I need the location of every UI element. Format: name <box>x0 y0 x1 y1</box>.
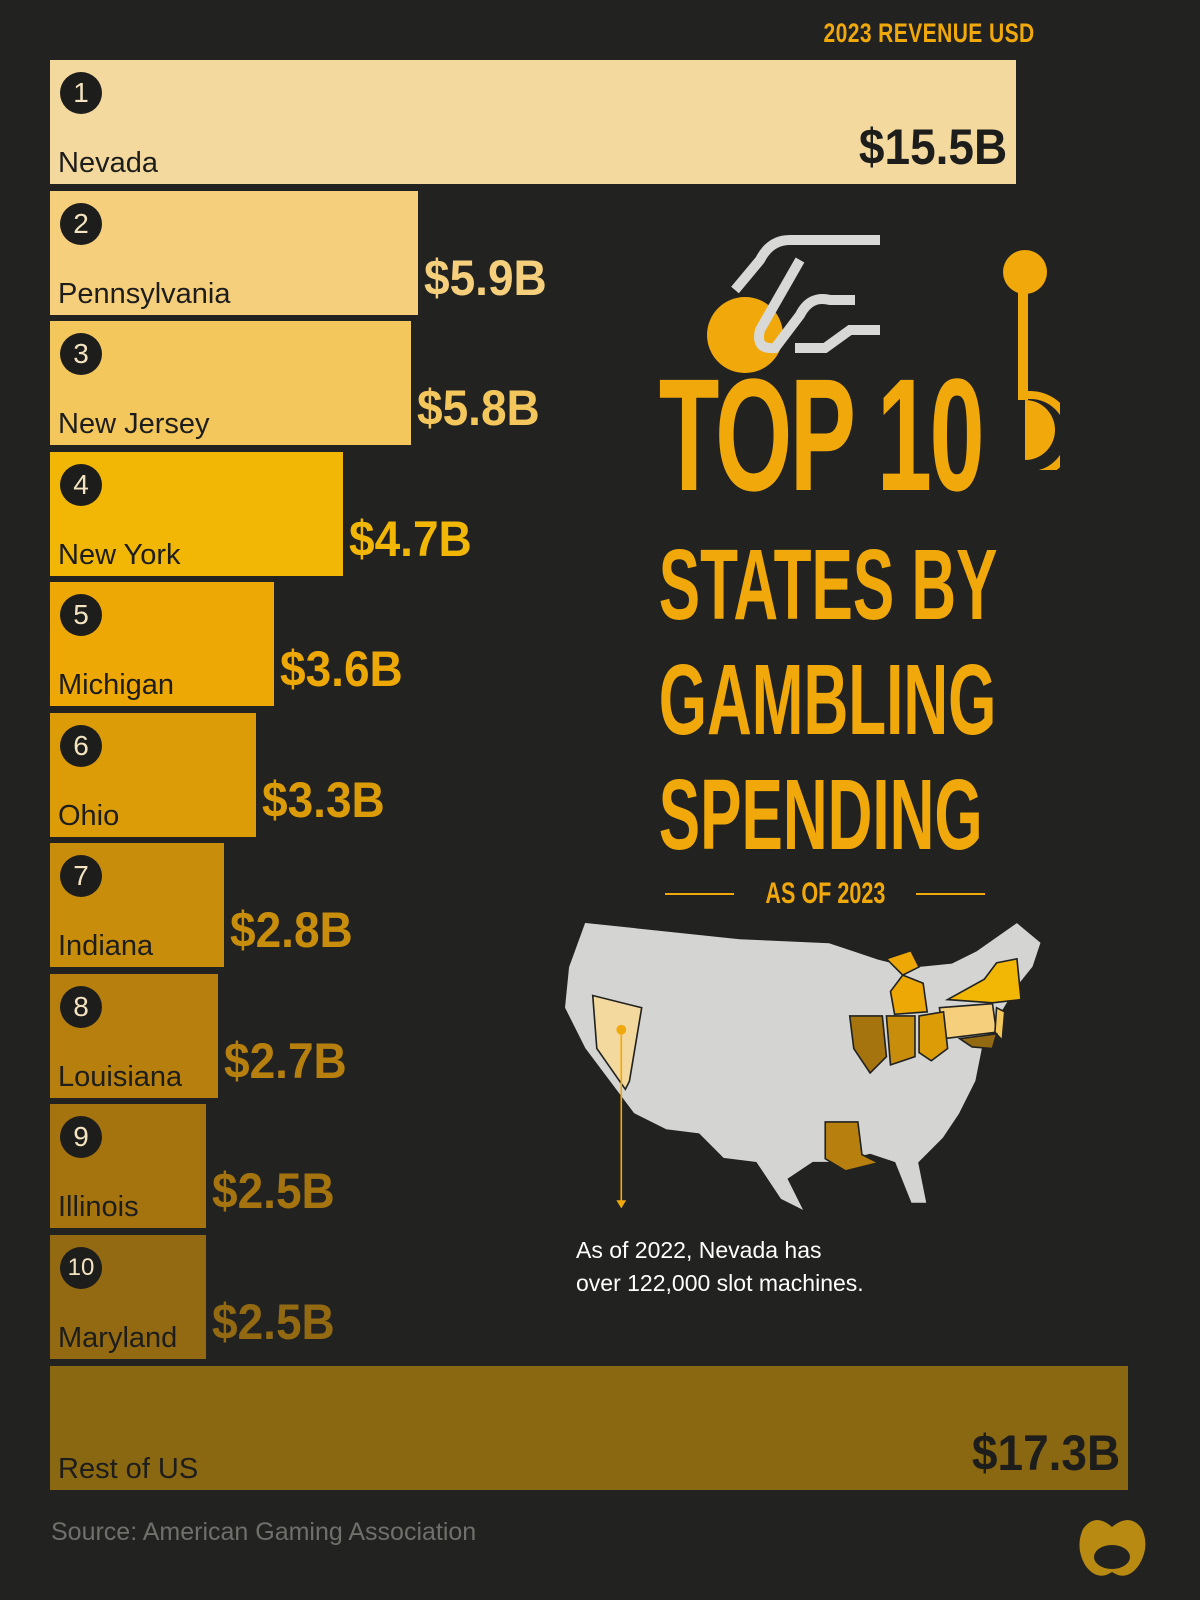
rank-badge: 1 <box>60 72 102 114</box>
slot-machine-hand-icon <box>707 235 1060 470</box>
bar-michigan: 5 Michigan <box>50 582 275 706</box>
state-label: Illinois <box>58 1191 139 1223</box>
state-ohio <box>918 1010 949 1062</box>
source-text: Source: American Gaming Association <box>51 1518 477 1546</box>
value-label: $5.9B <box>423 249 547 306</box>
title-line2: STATES BY <box>658 529 998 641</box>
state-michigan <box>884 949 929 1016</box>
state-label: Michigan <box>58 669 175 701</box>
value-label: $17.3B <box>971 1425 1120 1481</box>
note-line2: over 122,000 slot machines. <box>576 1270 864 1296</box>
rank-badge: 3 <box>60 333 102 375</box>
value-label: $3.6B <box>280 641 404 697</box>
state-label: Pennsylvania <box>58 277 231 310</box>
rank-badge: 6 <box>60 724 102 767</box>
bar-louisiana: 8 Louisiana <box>50 973 219 1098</box>
us-map <box>563 921 1043 1214</box>
axis-header: 2023 REVENUE USD <box>823 18 1035 48</box>
state-louisiana <box>824 1121 881 1172</box>
rank-badge: 4 <box>60 463 102 506</box>
state-label: Maryland <box>58 1321 178 1354</box>
rank-badge: 2 <box>60 202 102 245</box>
value-label: $5.8B <box>417 380 541 436</box>
state-illinois <box>848 1015 888 1075</box>
value-label: $2.5B <box>211 1293 335 1350</box>
state-label: Nevada <box>58 147 158 179</box>
rank-badge: 8 <box>60 985 102 1028</box>
value-label: $2.5B <box>211 1163 335 1219</box>
value-label: $3.3B <box>261 771 385 828</box>
state-new-jersey <box>994 1006 1006 1043</box>
bar-new-jersey: 3 New Jersey <box>50 321 412 445</box>
state-label: Louisiana <box>58 1060 183 1093</box>
logo-icon <box>1079 1519 1146 1576</box>
rank-badge: 7 <box>60 855 102 897</box>
bar-ohio: 6 Ohio <box>50 712 256 837</box>
subtitle-text: AS OF 2023 <box>764 877 886 910</box>
title-top10: TOP 10 <box>658 345 985 524</box>
rank-badge: 5 <box>60 594 102 636</box>
state-nevada <box>591 994 643 1091</box>
state-label: Ohio <box>58 799 120 832</box>
bar-rest-of-us: Rest of US <box>50 1366 1128 1490</box>
value-label: $4.7B <box>348 510 472 567</box>
bar-maryland: 10 Maryland <box>50 1234 206 1359</box>
state-maryland <box>957 1032 998 1050</box>
rank-badge: 10 <box>60 1246 102 1289</box>
note-line1: As of 2022, Nevada has <box>576 1237 822 1263</box>
bar-indiana: 7 Indiana <box>50 843 225 967</box>
bar-pennsylvania: 2 Pennsylvania <box>50 190 418 315</box>
state-label: New Jersey <box>58 408 210 440</box>
state-indiana <box>885 1015 916 1066</box>
state-pennsylvania <box>938 1002 998 1040</box>
value-label: $2.8B <box>230 902 354 958</box>
subtitle: AS OF 2023 <box>665 876 985 912</box>
title-line3: GAMBLING <box>658 644 997 756</box>
value-label: $2.7B <box>224 1032 347 1089</box>
bar-illinois: 9 Illinois <box>50 1104 206 1228</box>
us-outline <box>563 921 1043 1214</box>
bar-nevada: 1 Nevada <box>50 60 1016 184</box>
title-line4: SPENDING <box>658 759 983 871</box>
rank-badge: 9 <box>60 1116 102 1158</box>
bar-new-york: 4 New York <box>50 451 343 576</box>
state-label: Indiana <box>58 930 154 962</box>
annotation-note: As of 2022, Nevada has over 122,000 slot… <box>576 1234 864 1300</box>
value-label: $15.5B <box>859 119 1008 175</box>
state-new-york <box>944 957 1022 1004</box>
state-label: New York <box>58 538 181 571</box>
state-label: Rest of US <box>58 1453 199 1485</box>
